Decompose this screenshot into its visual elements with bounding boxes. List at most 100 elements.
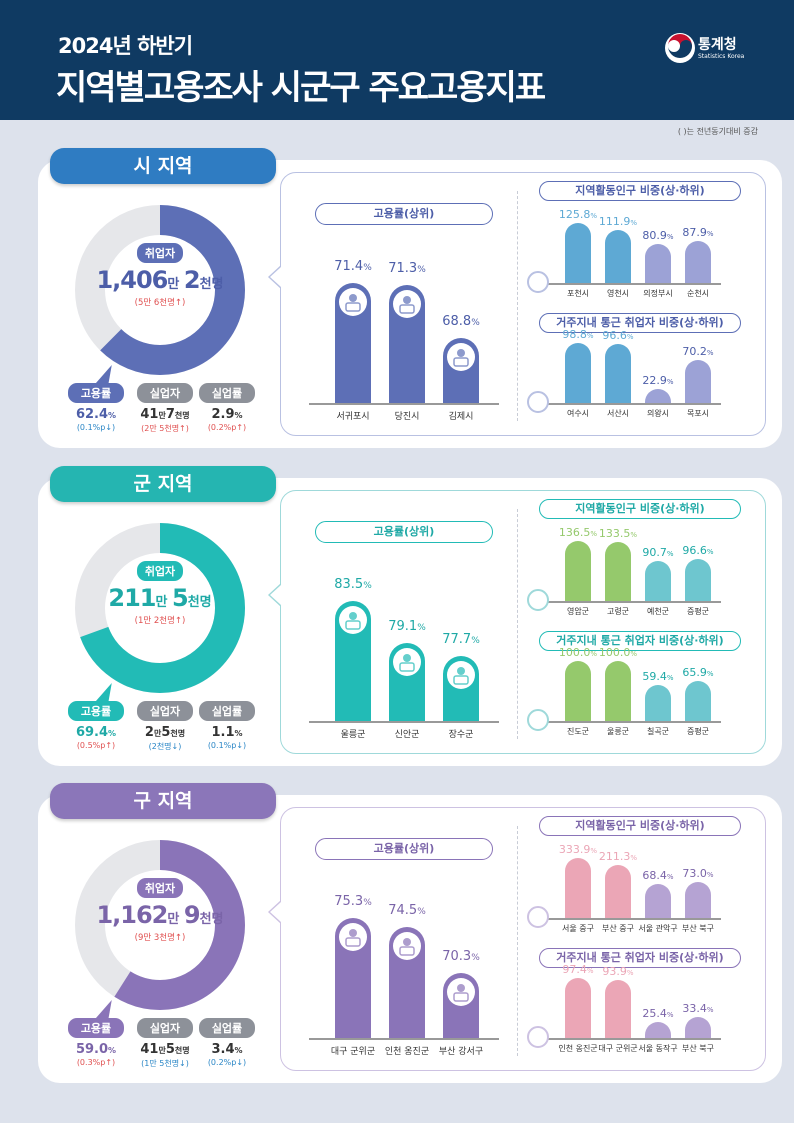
employment-bar bbox=[335, 283, 371, 403]
stat-value: 59.0% bbox=[65, 1042, 127, 1057]
section-title: 시 지역 bbox=[50, 148, 276, 184]
bar-category: 영천시 bbox=[606, 289, 630, 298]
bar-value: 93.9% bbox=[596, 965, 640, 978]
stat-value-part: 5 bbox=[161, 725, 171, 740]
bar-value: 125.8% bbox=[556, 208, 600, 221]
employment-top-title: 고용률(상위) bbox=[315, 203, 493, 225]
stat-label: 실업자 bbox=[137, 383, 193, 403]
value-unit: % bbox=[586, 967, 594, 975]
employment-bar bbox=[389, 642, 425, 721]
employment-top-title: 고용률(상위) bbox=[315, 521, 493, 543]
value-unit: % bbox=[586, 332, 594, 340]
value-number: 87.9 bbox=[682, 226, 707, 240]
stat-change: (0.1%p↓) bbox=[207, 741, 247, 750]
employment-donut bbox=[75, 205, 245, 375]
value-number: 79.1 bbox=[388, 618, 418, 634]
value-number: 65.9 bbox=[682, 666, 707, 680]
employed-part: 2 bbox=[183, 266, 201, 294]
stat-value-part: 3.4 bbox=[211, 1042, 235, 1057]
employed-part: 211 bbox=[108, 584, 156, 612]
employed-label: 취업자 bbox=[136, 878, 184, 898]
stat-2: 실업률 1.1% (0.1%p↓) bbox=[196, 700, 258, 750]
value-unit: % bbox=[630, 531, 638, 540]
econ-active-bar bbox=[605, 864, 631, 918]
econ-active-bar bbox=[645, 244, 671, 283]
value-number: 74.5 bbox=[388, 902, 418, 918]
bar-category: 진도군 bbox=[566, 727, 590, 736]
bar-category: 의왕시 bbox=[646, 409, 670, 418]
stat-change: (2만 5천명↑) bbox=[141, 424, 189, 433]
value-unit: % bbox=[471, 318, 480, 328]
employment-bar bbox=[335, 601, 371, 721]
employment-value: 74.5% bbox=[377, 903, 437, 918]
value-number: 83.5 bbox=[334, 577, 364, 592]
employment-value: 70.3% bbox=[431, 949, 491, 964]
worker-icon bbox=[393, 931, 421, 960]
employed-label: 취업자 bbox=[136, 243, 184, 263]
bar-value: 33.4% bbox=[676, 1002, 720, 1015]
value-unit: % bbox=[706, 670, 714, 679]
bar-category: 대구 군위군 bbox=[598, 1044, 638, 1053]
divider bbox=[517, 509, 518, 739]
employed-part: 5 bbox=[171, 584, 189, 612]
value-number: 33.4 bbox=[682, 1002, 707, 1016]
worker-icon bbox=[447, 661, 475, 689]
baseline bbox=[543, 918, 721, 920]
section-1: 시 지역 취업자 1,406만 2천명 (5만 6천명↑) 고용률 62.4% (0.1%p… bbox=[0, 148, 794, 460]
bar-value: 98.8% bbox=[556, 328, 600, 341]
employment-category: 신안군 bbox=[394, 730, 420, 740]
stat-value: 69.4% bbox=[65, 725, 127, 740]
employed-part: 천명 bbox=[199, 277, 224, 292]
employment-category: 김제시 bbox=[448, 412, 474, 422]
value-unit: % bbox=[706, 870, 714, 879]
econ-active-bar bbox=[565, 223, 591, 283]
bar-value: 65.9% bbox=[676, 666, 720, 679]
stat-change: (2천명↓) bbox=[148, 742, 182, 751]
econ-active-bar bbox=[605, 229, 631, 283]
value-unit: % bbox=[706, 349, 714, 358]
stat-label: 실업률 bbox=[199, 1018, 255, 1038]
local-commute-bar bbox=[605, 661, 631, 721]
employed-value: 1,406만 2천명 bbox=[80, 266, 240, 294]
stat-0: 고용률 69.4% (0.5%p↑) bbox=[65, 700, 127, 750]
employed-part: 천명 bbox=[187, 595, 212, 610]
value-number: 68.8 bbox=[442, 314, 472, 329]
value-unit: % bbox=[666, 550, 674, 559]
panel-pointer-fill bbox=[270, 902, 281, 922]
stat-change: (0.1%p↓) bbox=[76, 423, 116, 432]
stat-label: 실업자 bbox=[137, 701, 193, 721]
bar-value: 100.0% bbox=[556, 646, 600, 659]
baseline bbox=[543, 403, 721, 405]
stat-value: 2.9% bbox=[196, 407, 258, 422]
value-number: 71.4 bbox=[334, 259, 364, 274]
econ-active-bar bbox=[685, 558, 711, 601]
stat-1: 실업자 41만7천명 (2만 5천명↑) bbox=[134, 382, 196, 434]
local-commute-bar bbox=[645, 1022, 671, 1038]
stat-value-part: 천명 bbox=[170, 729, 186, 738]
stat-value: 41만5천명 bbox=[134, 1042, 196, 1057]
employment-bar bbox=[389, 926, 425, 1038]
worker-icon bbox=[393, 647, 421, 676]
stat-value-part: % bbox=[234, 1046, 243, 1055]
note: ( )는 전년동기대비 증감 bbox=[677, 127, 758, 136]
taegeuk-logo-icon bbox=[665, 33, 695, 63]
stat-value: 62.4% bbox=[65, 407, 127, 422]
stat-label: 고용률 bbox=[68, 701, 124, 721]
local-commute-title: 거주지내 통근 취업자 비중(상·하위) bbox=[539, 631, 741, 651]
stat-value-part: 62.4 bbox=[75, 407, 109, 422]
local-commute-bar bbox=[565, 661, 591, 721]
bar-category: 순천시 bbox=[686, 289, 710, 298]
stat-value: 1.1% bbox=[196, 725, 258, 740]
bar-category: 목포시 bbox=[686, 409, 710, 418]
employment-bar bbox=[389, 285, 425, 403]
employment-value: 68.8% bbox=[431, 314, 491, 329]
baseline bbox=[309, 721, 499, 723]
value-number: 100.0 bbox=[598, 646, 631, 659]
bar-category: 증평군 bbox=[686, 607, 710, 616]
value-unit: % bbox=[706, 230, 714, 239]
value-unit: % bbox=[590, 212, 598, 220]
value-number: 70.3 bbox=[442, 949, 472, 964]
stat-label: 실업률 bbox=[199, 383, 255, 403]
stat-value-part: 만 bbox=[153, 729, 162, 738]
bar-value: 68.4% bbox=[636, 869, 680, 882]
